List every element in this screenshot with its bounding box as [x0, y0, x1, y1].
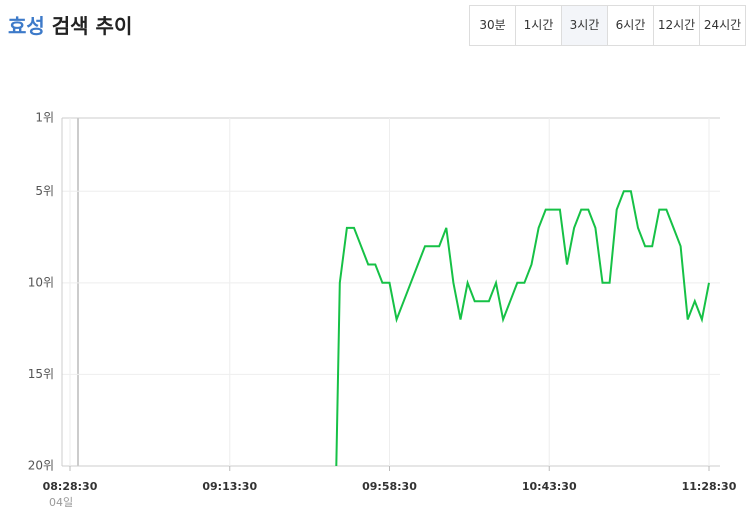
x-tick-label: 09:58:30 — [362, 480, 417, 493]
x-tick-label: 10:43:30 — [522, 480, 577, 493]
x-tick-label: 11:28:30 — [682, 480, 737, 493]
y-tick-label: 10위 — [28, 275, 54, 289]
y-tick-label: 20위 — [28, 459, 54, 473]
range-button[interactable]: 1시간 — [515, 6, 561, 45]
range-button[interactable]: 6시간 — [607, 6, 653, 45]
title-suffix: 검색 추이 — [51, 14, 133, 38]
range-buttons: 30분 1시간 3시간 6시간 12시간 24시간 — [469, 5, 746, 46]
x-tick-label: 09:13:30 — [202, 480, 257, 493]
rank-line — [335, 190, 710, 467]
title: 효성 검색 추이 — [8, 10, 132, 39]
range-button[interactable]: 3시간 — [561, 6, 607, 45]
x-date-label: 04일 — [49, 495, 73, 509]
y-tick-label: 15위 — [28, 367, 54, 381]
y-tick-label: 1위 — [35, 111, 54, 125]
range-button[interactable]: 12시간 — [653, 6, 699, 45]
range-button[interactable]: 24시간 — [699, 6, 745, 45]
y-tick-label: 5위 — [35, 184, 54, 198]
title-keyword: 효성 — [8, 14, 45, 38]
x-tick-label: 08:28:30 — [43, 480, 98, 493]
range-button[interactable]: 30분 — [479, 18, 506, 32]
